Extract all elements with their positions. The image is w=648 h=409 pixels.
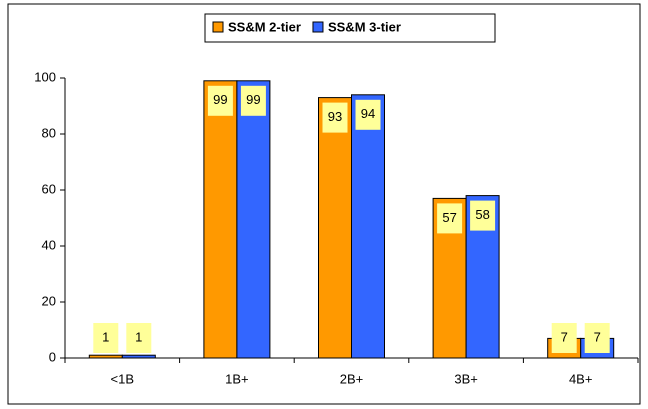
data-label: 57 <box>442 210 456 225</box>
data-label: 99 <box>246 92 260 107</box>
legend-box <box>204 13 496 43</box>
data-label-box <box>126 323 152 353</box>
data-label-box <box>93 323 119 353</box>
data-label: 1 <box>102 329 109 344</box>
data-label: 7 <box>561 329 568 344</box>
data-label-box <box>207 85 233 116</box>
data-label: 93 <box>328 109 342 124</box>
y-tick-label: 80 <box>42 125 56 140</box>
x-tick-label: 2B+ <box>340 371 364 386</box>
bar <box>121 354 156 359</box>
bar <box>88 354 123 359</box>
data-label-box <box>551 323 577 353</box>
bar <box>203 80 238 359</box>
legend-label: SS&M 2-tier <box>228 19 301 34</box>
data-label-box <box>437 203 463 234</box>
data-label: 94 <box>361 106 375 121</box>
data-label: 7 <box>594 329 601 344</box>
data-label: 58 <box>475 207 489 222</box>
x-tick-label: 4B+ <box>569 371 593 386</box>
data-label: 1 <box>135 329 142 344</box>
y-tick-label: 20 <box>42 293 56 308</box>
legend-swatch <box>312 21 324 33</box>
data-label: 99 <box>213 92 227 107</box>
x-tick-label: <1B <box>111 371 135 386</box>
data-label-box <box>584 323 610 353</box>
data-label-box <box>470 200 496 231</box>
y-tick-label: 60 <box>42 181 56 196</box>
y-tick-label: 100 <box>34 69 56 84</box>
x-tick-label: 3B+ <box>454 371 478 386</box>
bar <box>351 94 385 359</box>
legend-swatch <box>212 21 224 33</box>
y-tick-label: 40 <box>42 237 56 252</box>
bar <box>236 80 271 359</box>
y-tick-label: 0 <box>49 349 56 364</box>
data-label-box <box>240 85 266 116</box>
bar <box>318 97 352 359</box>
data-label-box <box>322 102 348 133</box>
data-label-box <box>355 99 381 130</box>
x-tick-label: 1B+ <box>225 371 249 386</box>
legend-label: SS&M 3-tier <box>328 19 401 34</box>
